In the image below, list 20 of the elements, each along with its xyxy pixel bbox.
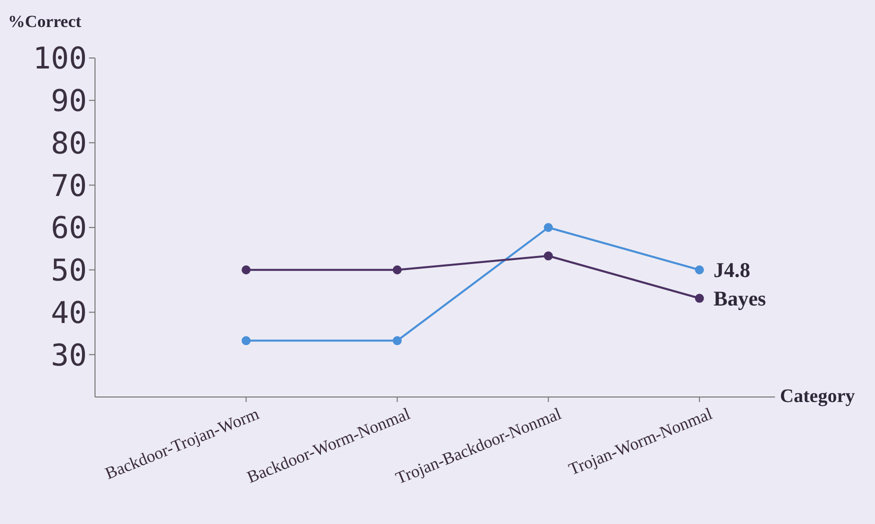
- point: [242, 265, 251, 274]
- y-tick-label: 60: [50, 211, 87, 246]
- point: [544, 251, 553, 260]
- point: [544, 223, 553, 232]
- y-tick-label: 70: [50, 168, 87, 204]
- point: [242, 336, 251, 346]
- point: [392, 336, 402, 346]
- series-label: J4.8: [713, 258, 750, 282]
- point: [392, 265, 402, 274]
- point: [694, 294, 704, 303]
- y-tick-label: 30: [50, 338, 87, 374]
- y-tick-label: 90: [50, 84, 87, 120]
- series-label: Bayes: [713, 286, 766, 310]
- y-tick-label: 80: [50, 126, 87, 162]
- y-tick-label: 100: [32, 42, 87, 77]
- y-tick-label: 40: [50, 296, 87, 331]
- point: [694, 265, 704, 274]
- y-axis-title: %Correct: [8, 12, 82, 32]
- x-axis-title: Category: [780, 386, 855, 408]
- y-tick-label: 50: [50, 254, 87, 289]
